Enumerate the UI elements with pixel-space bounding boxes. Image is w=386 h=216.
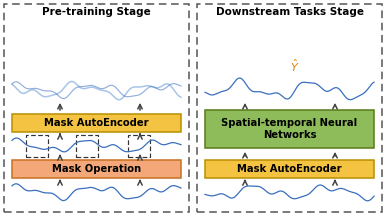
Bar xyxy=(26,135,48,157)
Bar xyxy=(12,114,181,132)
Bar xyxy=(197,4,382,212)
Bar xyxy=(4,4,189,212)
Text: Downstream Tasks Stage: Downstream Tasks Stage xyxy=(215,7,364,17)
Text: Spatial-temporal Neural
Networks: Spatial-temporal Neural Networks xyxy=(222,118,357,140)
Bar xyxy=(76,135,98,157)
Bar xyxy=(128,135,150,157)
Text: $\hat{Y}$: $\hat{Y}$ xyxy=(290,58,299,74)
Bar xyxy=(205,110,374,148)
Text: Mask AutoEncoder: Mask AutoEncoder xyxy=(44,118,149,128)
Text: Pre-training Stage: Pre-training Stage xyxy=(42,7,151,17)
Bar xyxy=(205,160,374,178)
Text: Mask AutoEncoder: Mask AutoEncoder xyxy=(237,164,342,174)
Bar xyxy=(12,160,181,178)
Text: Mask Operation: Mask Operation xyxy=(52,164,141,174)
